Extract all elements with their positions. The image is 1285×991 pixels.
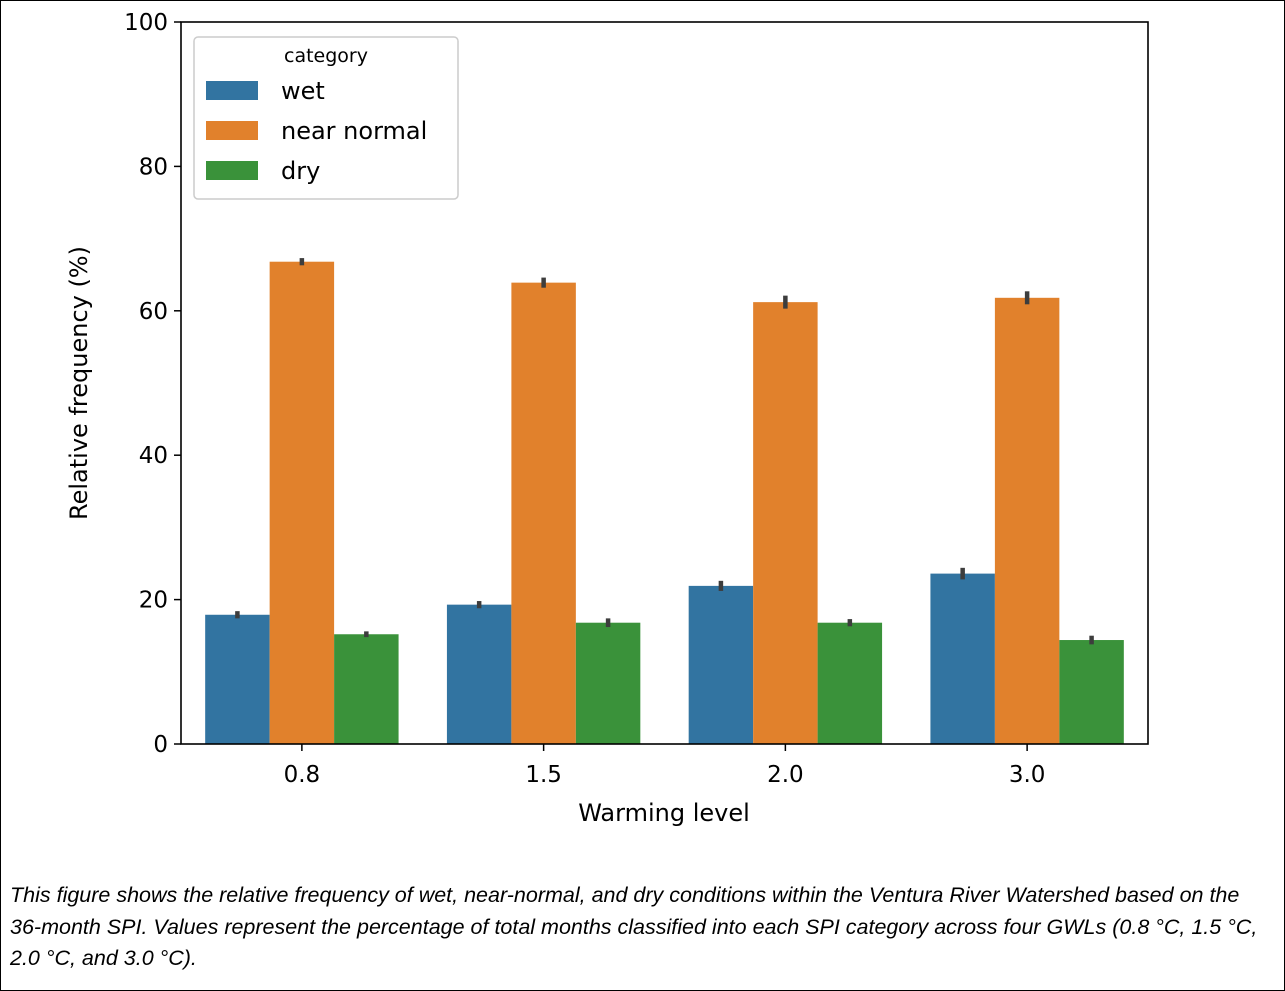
bar-dry-2.0 bbox=[817, 622, 883, 744]
bar-dry-0.8 bbox=[334, 634, 399, 744]
y-tick-label: 80 bbox=[139, 154, 168, 180]
y-tick-label: 20 bbox=[139, 588, 168, 614]
figure-caption: This figure shows the relative frequency… bbox=[10, 883, 1258, 970]
axes-group: 0 20 40 60 80 100 0.8 1.5 2.0 3.0 bbox=[124, 10, 1149, 788]
bar-near-normal-1.5 bbox=[511, 282, 576, 744]
plot-frame bbox=[180, 21, 1149, 745]
bar-wet-2.0 bbox=[688, 585, 754, 744]
legend-title: category bbox=[284, 45, 368, 67]
y-axis-label: Relative frequency (%) bbox=[65, 246, 93, 520]
legend: category wet near normal dry bbox=[193, 36, 459, 200]
legend-box bbox=[193, 36, 459, 200]
y-tick-label: 60 bbox=[139, 299, 168, 325]
bars-group bbox=[205, 261, 1124, 744]
legend-label-wet: wet bbox=[281, 77, 325, 105]
y-tick-label: 0 bbox=[153, 732, 168, 758]
bar-near-normal-3.0 bbox=[994, 297, 1060, 744]
y-tick-label: 100 bbox=[124, 10, 168, 36]
x-tick-label: 1.5 bbox=[525, 762, 562, 788]
bar-wet-1.5 bbox=[446, 604, 512, 744]
x-tick-label: 3.0 bbox=[1009, 762, 1046, 788]
bar-chart: 0 20 40 60 80 100 0.8 1.5 2.0 3.0 category wet near… bbox=[65, 10, 1149, 827]
bar-wet-0.8 bbox=[205, 614, 270, 744]
x-axis-label: Warming level bbox=[578, 799, 750, 827]
bar-near-normal-0.8 bbox=[269, 261, 335, 744]
legend-swatch-wet bbox=[206, 81, 258, 100]
error-bars-group bbox=[235, 258, 1094, 645]
x-tick-label: 0.8 bbox=[284, 762, 321, 788]
legend-swatch-dry bbox=[206, 161, 258, 180]
bar-wet-3.0 bbox=[930, 573, 995, 744]
x-tick-label: 2.0 bbox=[767, 762, 804, 788]
legend-swatch-near-normal bbox=[206, 121, 258, 140]
bar-dry-3.0 bbox=[1059, 640, 1124, 744]
bar-near-normal-2.0 bbox=[753, 302, 818, 744]
legend-label-dry: dry bbox=[281, 157, 320, 185]
bar-dry-1.5 bbox=[575, 622, 641, 744]
y-tick-label: 40 bbox=[139, 443, 168, 469]
legend-label-near-normal: near normal bbox=[281, 117, 427, 145]
